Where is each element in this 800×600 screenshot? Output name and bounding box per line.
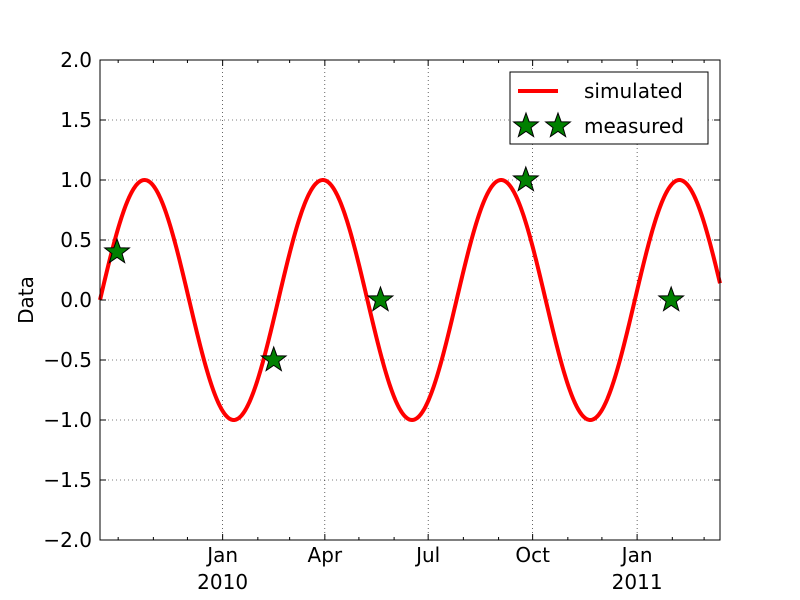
- legend-marker-measured: [512, 111, 572, 138]
- x-tick-label: Jan: [205, 543, 238, 567]
- y-tick-label: 0.5: [60, 228, 92, 252]
- y-tick-label: −1.0: [43, 408, 92, 432]
- x-tick-label: Apr: [308, 543, 343, 567]
- y-tick-label: −1.5: [43, 468, 92, 492]
- data-point-measured: [259, 345, 288, 372]
- y-tick-label: 2.0: [60, 48, 92, 72]
- y-tick-label: −2.0: [43, 528, 92, 552]
- data-point-measured: [366, 285, 395, 312]
- legend-label-simulated: simulated: [584, 79, 683, 103]
- data-point-measured: [103, 237, 131, 264]
- x-tick-year-label: 2011: [612, 570, 663, 594]
- ticks: −2.0 −1.5 −1.0 −0.5 0.0 0.5 1.0 1.5 2.0 Jan 2010 Ap…: [43, 48, 720, 594]
- series-line-simulated: [98, 178, 722, 422]
- y-tick-label: 1.5: [60, 108, 92, 132]
- y-tick-label: −0.5: [43, 348, 92, 372]
- x-tick-year-label: 2010: [197, 570, 248, 594]
- x-tick-label: Jan: [620, 543, 653, 567]
- data-point-measured: [657, 285, 685, 312]
- y-tick-label: 1.0: [60, 168, 92, 192]
- y-axis-label: Data: [14, 276, 38, 324]
- x-tick-label: Jul: [414, 543, 440, 567]
- legend-star-icon: [544, 111, 572, 138]
- series: [98, 165, 722, 422]
- y-tick-label: 0.0: [60, 288, 92, 312]
- x-tick-label: Oct: [515, 543, 550, 567]
- legend: simulated measured: [509, 71, 709, 145]
- legend-star-icon: [512, 111, 540, 138]
- legend-box: [509, 71, 709, 145]
- data-point-measured: [512, 165, 540, 192]
- legend-label-measured: measured: [584, 114, 684, 138]
